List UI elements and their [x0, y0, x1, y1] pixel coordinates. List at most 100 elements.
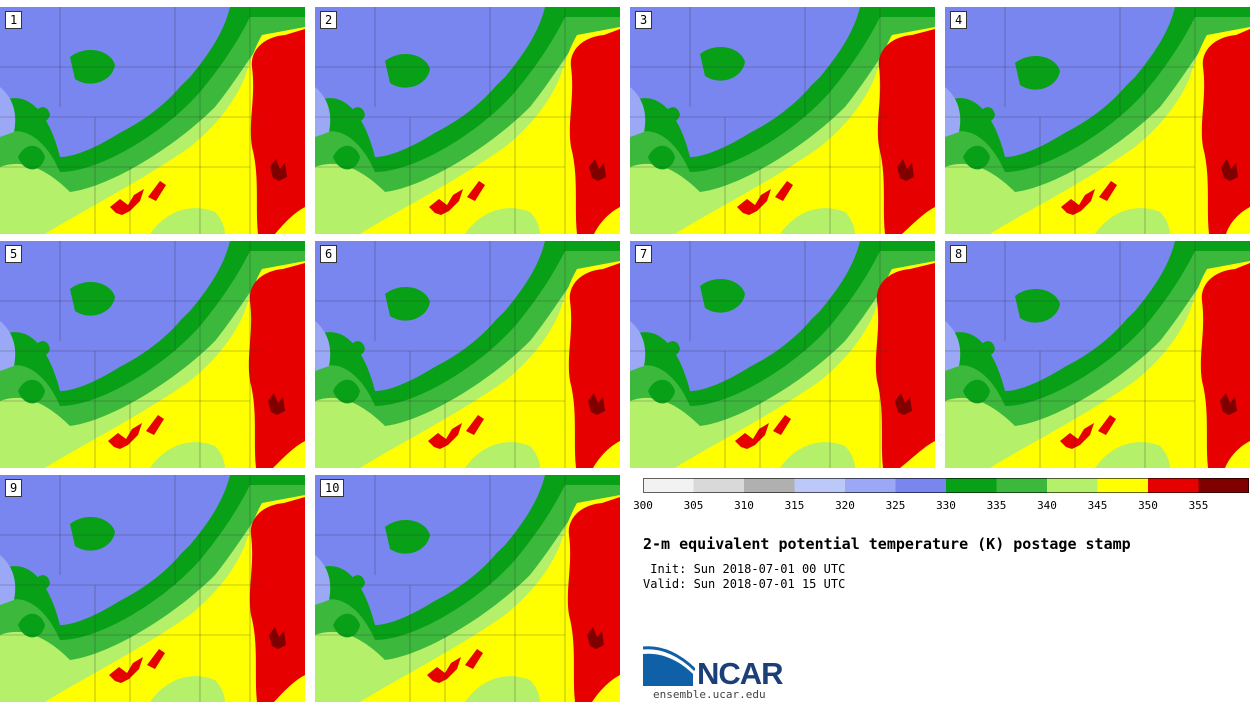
theta-e-contour-region — [110, 189, 144, 215]
theta-e-contour-region — [0, 321, 16, 371]
map-panel: 10 — [315, 475, 620, 702]
theta-e-contour-region — [70, 517, 115, 551]
init-time: Init: Sun 2018-07-01 00 UTC — [643, 562, 846, 576]
member-number-label: 8 — [950, 245, 968, 263]
theta-e-contour-region — [333, 379, 360, 404]
theta-e-contour-region — [350, 107, 365, 122]
member-number-label: 10 — [320, 479, 345, 497]
member-number-label: 6 — [320, 245, 338, 263]
theta-e-contour-region — [773, 415, 791, 435]
theta-e-contour-region — [897, 159, 914, 181]
theta-e-field-map — [0, 241, 305, 468]
theta-e-contour-region — [675, 261, 935, 468]
theta-e-field-map — [315, 475, 620, 702]
theta-e-contour-region — [147, 649, 165, 669]
theta-e-contour-region — [630, 321, 646, 371]
theta-e-contour-region — [148, 181, 166, 201]
theta-e-field-map — [315, 241, 620, 468]
color-scale-tick-label: 315 — [784, 499, 805, 512]
theta-e-contour-region — [250, 29, 305, 234]
color-scale-bar — [643, 478, 1249, 493]
valid-time: Valid: Sun 2018-07-01 15 UTC — [643, 577, 846, 591]
theta-e-contour-region — [0, 475, 230, 615]
theta-e-contour-region — [108, 423, 142, 449]
theta-e-contour-region — [333, 145, 360, 170]
theta-e-contour-region — [465, 442, 540, 468]
theta-e-contour-region — [1015, 56, 1060, 90]
theta-e-contour-region — [735, 423, 769, 449]
map-panel: 2 — [315, 7, 620, 234]
theta-e-contour-region — [1099, 181, 1117, 201]
theta-e-contour-region — [589, 159, 606, 181]
theta-e-contour-region — [1201, 29, 1250, 234]
theta-e-contour-region — [665, 341, 680, 356]
theta-e-contour-region — [1095, 442, 1170, 468]
theta-e-contour-region — [428, 423, 462, 449]
theta-e-contour-region — [45, 261, 305, 468]
theta-e-contour-region — [648, 379, 675, 404]
color-scale-frame — [643, 478, 1249, 493]
theta-e-contour-region — [963, 379, 990, 404]
theta-e-contour-region — [990, 261, 1250, 468]
theta-e-contour-region — [35, 107, 50, 122]
chart-title: 2-m equivalent potential temperature (K)… — [643, 535, 1131, 553]
color-scale-tick-label: 330 — [936, 499, 956, 512]
theta-e-contour-region — [945, 321, 961, 371]
theta-e-contour-region — [1095, 208, 1170, 234]
theta-e-contour-region — [385, 287, 430, 321]
color-scale-swatch — [1198, 478, 1249, 493]
theta-e-contour-region — [648, 145, 675, 170]
theta-e-contour-region — [146, 415, 164, 435]
member-number-label: 1 — [5, 11, 23, 29]
color-scale-swatch — [895, 478, 947, 493]
theta-e-contour-region — [1098, 415, 1116, 435]
theta-e-field-map — [630, 7, 935, 234]
theta-e-contour-region — [465, 649, 483, 669]
theta-e-contour-region — [45, 495, 305, 702]
theta-e-contour-region — [315, 241, 545, 381]
theta-e-contour-region — [360, 261, 620, 468]
color-scale-tick-label: 325 — [885, 499, 906, 512]
color-scale-tick-label: 305 — [683, 499, 704, 512]
theta-e-contour-region — [1200, 263, 1250, 468]
theta-e-contour-region — [1060, 423, 1094, 449]
theta-e-contour-region — [150, 208, 225, 234]
theta-e-contour-region — [630, 87, 646, 137]
color-scale-swatch — [643, 478, 694, 493]
theta-e-contour-region — [360, 495, 620, 702]
color-scale-swatch — [744, 478, 795, 493]
theta-e-contour-region — [269, 627, 286, 649]
theta-e-contour-region — [270, 159, 287, 181]
theta-e-contour-region — [990, 27, 1250, 234]
color-scale-tick-label: 350 — [1138, 499, 1158, 512]
color-scale-swatch — [1148, 478, 1199, 493]
theta-e-contour-region — [249, 497, 305, 702]
color-scale-tick-label: 320 — [835, 499, 855, 512]
theta-e-contour-region — [895, 393, 912, 415]
theta-e-contour-region — [980, 341, 995, 356]
theta-e-contour-region — [567, 497, 620, 702]
theta-e-contour-region — [569, 29, 620, 234]
color-scale-tick-label: 345 — [1087, 499, 1108, 512]
theta-e-contour-region — [429, 189, 463, 215]
member-number-label: 3 — [635, 11, 653, 29]
theta-e-contour-region — [360, 27, 620, 234]
theta-e-contour-region — [700, 47, 745, 81]
theta-e-contour-region — [315, 555, 331, 605]
member-number-label: 5 — [5, 245, 23, 263]
theta-e-contour-region — [385, 54, 430, 88]
map-panel: 1 — [0, 7, 305, 234]
theta-e-contour-region — [315, 475, 545, 615]
theta-e-contour-region — [248, 263, 305, 468]
color-scale-tick-label: 355 — [1188, 499, 1209, 512]
member-number-label: 4 — [950, 11, 968, 29]
theta-e-contour-region — [465, 676, 540, 702]
theta-e-contour-region — [467, 181, 485, 201]
theta-e-contour-region — [980, 107, 995, 122]
theta-e-contour-region — [877, 29, 935, 234]
theta-e-contour-region — [737, 189, 771, 215]
theta-e-contour-region — [675, 27, 935, 234]
theta-e-contour-region — [1061, 189, 1095, 215]
color-scale-tick-label: 310 — [734, 499, 754, 512]
theta-e-contour-region — [268, 393, 285, 415]
